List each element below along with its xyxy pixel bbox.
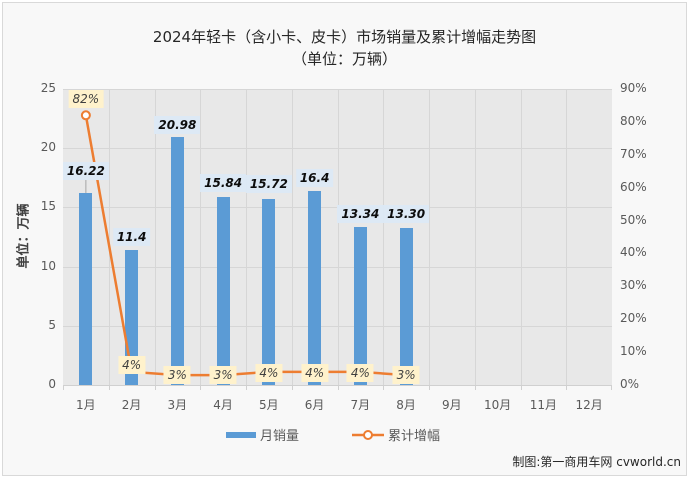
y-axis-tick-label: 25 — [40, 81, 56, 95]
gridline-vertical — [108, 89, 110, 385]
gridline-vertical — [429, 89, 430, 385]
line-marker-swatch-icon — [352, 429, 384, 440]
bar-data-label: 13.30 — [383, 205, 430, 223]
line-data-label: 3% — [209, 366, 237, 384]
x-axis-tick — [429, 385, 430, 390]
x-axis-tick-label: 2月 — [121, 398, 142, 412]
gridline-vertical — [337, 89, 339, 385]
bar — [262, 198, 276, 385]
bar-swatch-icon — [226, 431, 256, 438]
bar-data-label: 11.4 — [112, 228, 151, 246]
gridline-vertical — [383, 89, 385, 385]
chart-title: 2024年轻卡（含小卡、皮卡）市场销量及累计增幅走势图 — [152, 28, 537, 46]
y-axis-tick-label: 15 — [40, 199, 56, 214]
y-axis-tick-label: 20 — [40, 140, 56, 155]
x-axis-tick — [291, 385, 293, 390]
x-axis-tick — [520, 385, 522, 390]
bar — [79, 192, 93, 385]
x-axis-tick-label: 10月 — [483, 398, 512, 412]
bar-data-label: 15.84 — [200, 174, 247, 192]
y2-axis-tick-label: 40% — [620, 245, 647, 260]
y-axis-tick-label: 0 — [48, 377, 56, 391]
y2-axis-tick-label: 10% — [620, 344, 647, 359]
line-data-label: 3% — [392, 366, 420, 384]
gridline-vertical — [474, 89, 476, 385]
bar — [308, 190, 322, 385]
x-axis-tick-label: 8月 — [396, 398, 416, 412]
y2-axis-tick-label: 20% — [620, 311, 647, 326]
y2-axis-tick-label: 30% — [620, 278, 647, 293]
x-axis-tick — [383, 385, 385, 390]
gridline-vertical — [246, 89, 247, 385]
gridline-vertical — [200, 89, 202, 385]
x-axis-tick — [246, 385, 247, 390]
chart-subtitle: （单位：万辆） — [291, 50, 397, 68]
bar — [216, 197, 230, 385]
x-axis-tick — [63, 385, 64, 390]
x-axis-tick — [337, 385, 339, 390]
x-axis-tick-label: 9月 — [442, 398, 462, 412]
bar — [353, 227, 367, 385]
bar-data-label: 15.72 — [245, 175, 292, 193]
y2-axis-tick-label: 60% — [620, 179, 647, 194]
x-axis-tick — [474, 385, 476, 390]
gridline-vertical — [566, 89, 568, 385]
bar — [170, 136, 184, 385]
y2-axis-tick-label: 70% — [620, 146, 647, 161]
y2-axis-tick-label: 50% — [620, 212, 647, 227]
bar-data-label: 16.4 — [295, 169, 334, 187]
bar-data-label: 16.22 — [62, 162, 109, 180]
x-axis-tick-label: 3月 — [167, 398, 188, 412]
x-axis-tick-label: 12月 — [575, 398, 603, 412]
y2-axis-tick-label: 80% — [620, 113, 647, 128]
line-data-label: 4% — [118, 356, 146, 374]
line-data-label: 3% — [163, 366, 191, 384]
gridline-vertical — [520, 89, 522, 385]
x-axis-tick-label: 11月 — [529, 398, 558, 412]
x-axis-tick — [611, 385, 612, 390]
y-axis-tick-label: 10 — [40, 258, 56, 273]
x-axis-tick-label: 7月 — [350, 398, 371, 412]
x-axis-tick-label: 5月 — [259, 398, 279, 412]
bar — [399, 227, 413, 385]
y2-axis-tick-label: 0% — [620, 377, 640, 391]
legend-label: 月销量 — [260, 429, 300, 444]
legend-item-monthly-sales: 月销量 — [226, 425, 299, 444]
gridline-vertical — [291, 89, 293, 385]
x-axis-tick — [566, 385, 568, 390]
line-data-label: 4% — [346, 364, 374, 382]
legend-label: 累计增幅 — [388, 429, 441, 444]
line-data-label: 4% — [255, 364, 283, 382]
x-axis-tick — [108, 385, 110, 390]
legend: 月销量 累计增幅 — [0, 425, 689, 445]
credit-text: 制图:第一商用车网 cvworld.cn — [512, 455, 681, 469]
legend-item-cumulative-growth: 累计增幅 — [352, 425, 440, 444]
x-axis-tick — [154, 385, 156, 390]
x-axis-tick-label: 6月 — [304, 398, 325, 412]
y2-axis-tick-label: 90% — [620, 81, 647, 95]
bar-data-label: 13.34 — [337, 205, 384, 223]
x-axis-tick-label: 1月 — [76, 398, 96, 412]
bar-data-label: 20.98 — [154, 116, 201, 134]
y-axis-tick-label: 5 — [48, 317, 56, 332]
x-axis-tick — [200, 385, 202, 390]
line-data-label: 82% — [68, 90, 104, 108]
line-data-label: 4% — [301, 364, 329, 382]
x-axis-tick-label: 4月 — [213, 398, 233, 412]
